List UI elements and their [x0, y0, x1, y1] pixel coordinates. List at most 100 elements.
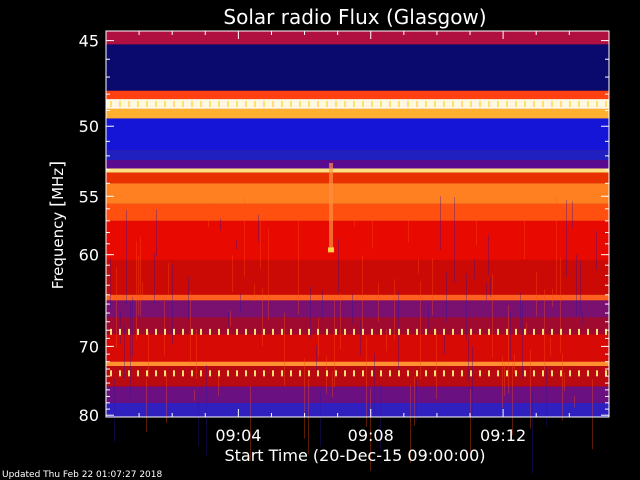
- noise-streak: [596, 230, 597, 271]
- noise-streak: [190, 291, 191, 364]
- y-tick-label: 60: [79, 246, 99, 265]
- noise-streak: [410, 385, 411, 463]
- spike-mark: [164, 370, 166, 377]
- frequency-band: [106, 294, 609, 301]
- noise-streak: [372, 219, 373, 249]
- spike-mark: [488, 370, 490, 377]
- noise-streak: [268, 228, 269, 320]
- noise-streak: [228, 311, 229, 327]
- y-tick-label: 70: [79, 337, 99, 356]
- spike-mark: [398, 328, 400, 335]
- spike-mark: [362, 101, 364, 108]
- noise-streak: [260, 204, 261, 269]
- noise-streak: [166, 372, 167, 423]
- spike-mark: [380, 328, 382, 335]
- spike-mark: [110, 370, 112, 377]
- spike-mark: [344, 328, 346, 335]
- noise-streak: [508, 305, 509, 394]
- noise-streak: [136, 240, 137, 340]
- noise-streak: [476, 211, 477, 245]
- spike-mark: [407, 328, 409, 335]
- frequency-band: [106, 99, 609, 109]
- spike-mark: [605, 370, 607, 377]
- spike-mark: [308, 328, 310, 335]
- noise-streak: [208, 203, 209, 227]
- frequency-band: [106, 366, 609, 387]
- spike-mark: [551, 101, 553, 108]
- noise-streak: [466, 273, 467, 339]
- spike-mark: [596, 328, 598, 335]
- frequency-band: [106, 334, 609, 362]
- spike-mark: [182, 101, 184, 108]
- spike-mark: [425, 101, 427, 108]
- spike-mark: [578, 101, 580, 108]
- y-tick-label: 80: [79, 406, 99, 425]
- y-axis-label-bracket-close: ]: [47, 161, 68, 168]
- frequency-band: [106, 220, 609, 260]
- noise-streak: [446, 272, 447, 322]
- frequency-band: [106, 172, 609, 184]
- spike-mark: [515, 101, 517, 108]
- spike-mark: [461, 101, 463, 108]
- noise-streak: [536, 271, 537, 317]
- noise-streak: [218, 370, 219, 397]
- x-axis-label: Start Time (20-Dec-15 09:00:00): [224, 446, 485, 465]
- noise-streak: [492, 274, 493, 358]
- noise-streak: [318, 318, 319, 357]
- spike-mark: [173, 101, 175, 108]
- spike-mark: [506, 101, 508, 108]
- spike-mark: [218, 101, 220, 108]
- noise-streak: [572, 201, 573, 228]
- spike-mark: [254, 328, 256, 335]
- frequency-band: [106, 168, 609, 173]
- noise-streak: [338, 239, 339, 293]
- noise-streak: [432, 258, 433, 316]
- spike-mark: [488, 328, 490, 335]
- spike-mark: [452, 328, 454, 335]
- frequency-band: [106, 160, 609, 169]
- spike-mark: [191, 370, 193, 377]
- spike-mark: [227, 101, 229, 108]
- noise-streak: [262, 288, 263, 347]
- spike-mark: [146, 370, 148, 377]
- noise-streak: [472, 346, 473, 421]
- frequency-band: [106, 317, 609, 335]
- noise-streak: [332, 370, 333, 397]
- spike-mark: [569, 328, 571, 335]
- spike-mark: [335, 328, 337, 335]
- noise-streak: [564, 372, 565, 392]
- noise-streak: [240, 293, 241, 314]
- spike-mark: [128, 328, 130, 335]
- spike-row: [110, 370, 607, 377]
- spike-mark: [146, 101, 148, 108]
- y-axis-label: Frequency [MHz]: [47, 161, 68, 289]
- noise-streak: [352, 293, 353, 325]
- y-axis-label-prefix: Frequency: [49, 207, 67, 289]
- noise-streak: [526, 322, 527, 335]
- spike-mark: [290, 370, 292, 377]
- spike-mark: [317, 370, 319, 377]
- spike-mark: [578, 328, 580, 335]
- spike-mark: [245, 370, 247, 377]
- noise-texture: [110, 196, 597, 474]
- noise-streak: [562, 353, 563, 421]
- spike-mark: [434, 370, 436, 377]
- spike-mark: [380, 370, 382, 377]
- noise-streak: [592, 379, 593, 450]
- spike-mark: [263, 101, 265, 108]
- spike-mark: [155, 370, 157, 377]
- spike-mark: [605, 328, 607, 335]
- noise-streak: [468, 337, 469, 381]
- noise-streak: [148, 332, 149, 379]
- noise-streak: [504, 363, 505, 397]
- y-tick-label: 45: [79, 32, 99, 51]
- noise-streak: [490, 277, 491, 297]
- spike-mark: [209, 101, 211, 108]
- noise-streak: [580, 260, 581, 314]
- noise-streak: [420, 281, 421, 380]
- spike-mark: [407, 370, 409, 377]
- spike-mark: [353, 101, 355, 108]
- spike-mark: [470, 101, 472, 108]
- y-tick-label: 55: [79, 187, 99, 206]
- noise-streak: [574, 396, 575, 408]
